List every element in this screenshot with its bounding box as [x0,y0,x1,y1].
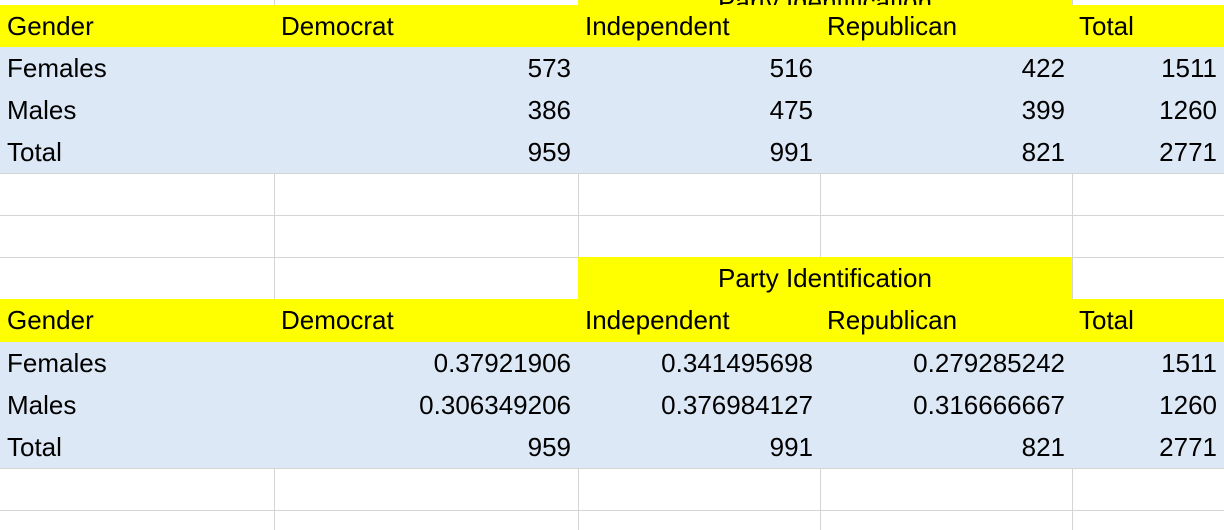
gridline-vertical [1072,0,1073,530]
table1-column-header[interactable]: Gender [0,5,274,47]
gridline-horizontal [0,510,1224,511]
table1-cell[interactable]: 2771 [1072,131,1224,173]
table1-cell[interactable]: 991 [578,131,820,173]
table1-cell[interactable]: 821 [820,131,1072,173]
table1-cell[interactable]: Total [0,131,274,173]
table2-cell[interactable]: Females [0,342,274,384]
table2-cell[interactable]: 1260 [1072,384,1224,426]
table1-column-header[interactable]: Democrat [274,5,578,47]
table1-cell[interactable]: 1511 [1072,47,1224,89]
table2-cell[interactable]: 0.341495698 [578,342,820,384]
table2-cell[interactable]: 2771 [1072,426,1224,468]
table2-column-header[interactable]: Gender [0,299,274,342]
table1-cell[interactable]: 573 [274,47,578,89]
table2-cell[interactable]: 0.306349206 [274,384,578,426]
table2-cell[interactable]: 821 [820,426,1072,468]
table2-cell[interactable]: 991 [578,426,820,468]
table2-cell[interactable]: 0.37921906 [274,342,578,384]
gridline-horizontal [0,215,1224,216]
table1-column-header[interactable]: Independent [578,5,820,47]
table1-cell[interactable]: Females [0,47,274,89]
table1-column-header[interactable]: Total [1072,5,1224,47]
table1-cell[interactable]: 959 [274,131,578,173]
table2-column-header[interactable]: Total [1072,299,1224,342]
table2-column-header[interactable]: Republican [820,299,1072,342]
table2-cell[interactable]: 1511 [1072,342,1224,384]
table1-column-header[interactable]: Republican [820,5,1072,47]
table1-cell[interactable]: 422 [820,47,1072,89]
table1-cell[interactable]: 399 [820,89,1072,131]
table1-cell[interactable]: 1260 [1072,89,1224,131]
table1-cell[interactable]: 475 [578,89,820,131]
table2-column-header[interactable]: Democrat [274,299,578,342]
gridline-vertical [274,0,275,530]
table1-cell[interactable]: 516 [578,47,820,89]
table2-cell[interactable]: Total [0,426,274,468]
gridline-horizontal [0,173,1224,174]
table2-cell[interactable]: 0.279285242 [820,342,1072,384]
table2-cell[interactable]: 959 [274,426,578,468]
table2-group-header: Party Identification [578,257,1072,299]
table2-cell[interactable]: 0.316666667 [820,384,1072,426]
table2-column-header[interactable]: Independent [578,299,820,342]
gridline-horizontal [0,468,1224,469]
table1-cell[interactable]: 386 [274,89,578,131]
table2-cell[interactable]: 0.376984127 [578,384,820,426]
table1-cell[interactable]: Males [0,89,274,131]
table2-cell[interactable]: Males [0,384,274,426]
